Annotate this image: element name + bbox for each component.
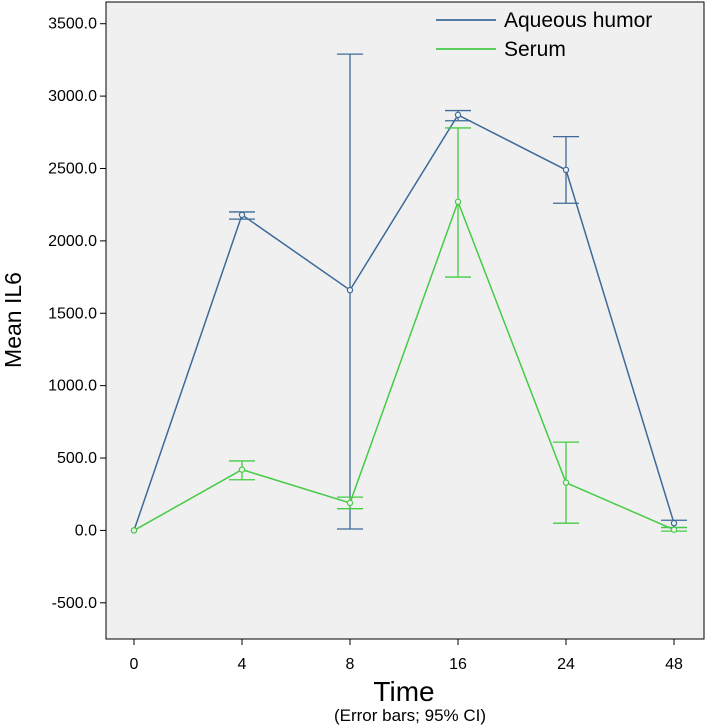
series-layer [130,53,687,534]
x-axis: 0 4 8 16 24 48 [130,639,683,673]
y-tick-label: -500.0 [52,595,97,612]
y-tick-label: 2500.0 [48,160,97,177]
legend-item: Serum [436,38,566,61]
data-point [670,526,678,533]
series-line [133,113,675,531]
plot-area [105,1,705,640]
x-tick-label: 8 [346,656,355,673]
data-point [238,211,246,219]
y-axis-title: Mean IL6 [0,272,26,368]
data-point [346,286,354,294]
legend-label: Aqueous humor [504,9,652,32]
y-tick-label: 3500.0 [48,16,97,33]
y-tick-label: 500.0 [57,450,97,467]
x-axis-title: Time [373,676,434,707]
data-point [238,466,246,473]
data-point [670,519,678,527]
y-axis: -500.0 0.0 500.0 1000.0 1500.0 2000.0 2500.0 30… [48,16,106,612]
series-serum [130,127,687,534]
x-tick-label: 16 [449,656,467,673]
data-point [130,527,138,534]
y-tick-label: 3000.0 [48,88,97,105]
series-aqueous-humor [130,53,687,534]
x-tick-label: 4 [238,656,247,673]
legend-label: Serum [504,38,566,61]
data-point [346,499,354,507]
x-tick-label: 0 [130,656,139,673]
x-tick-label: 24 [557,656,575,673]
data-point [454,111,462,119]
data-point [562,479,570,486]
y-tick-label: 1500.0 [48,305,97,322]
y-tick-label: 1000.0 [48,378,97,395]
data-point [562,166,570,174]
series-line [133,199,675,532]
legend: Aqueous humor Serum [436,9,652,61]
x-axis-note: (Error bars; 95% CI) [334,706,486,725]
legend-item: Aqueous humor [436,9,652,32]
y-tick-label: 2000.0 [48,233,97,250]
y-tick-label: 0.0 [75,522,97,539]
x-tick-label: 48 [665,656,683,673]
data-point [454,198,462,205]
